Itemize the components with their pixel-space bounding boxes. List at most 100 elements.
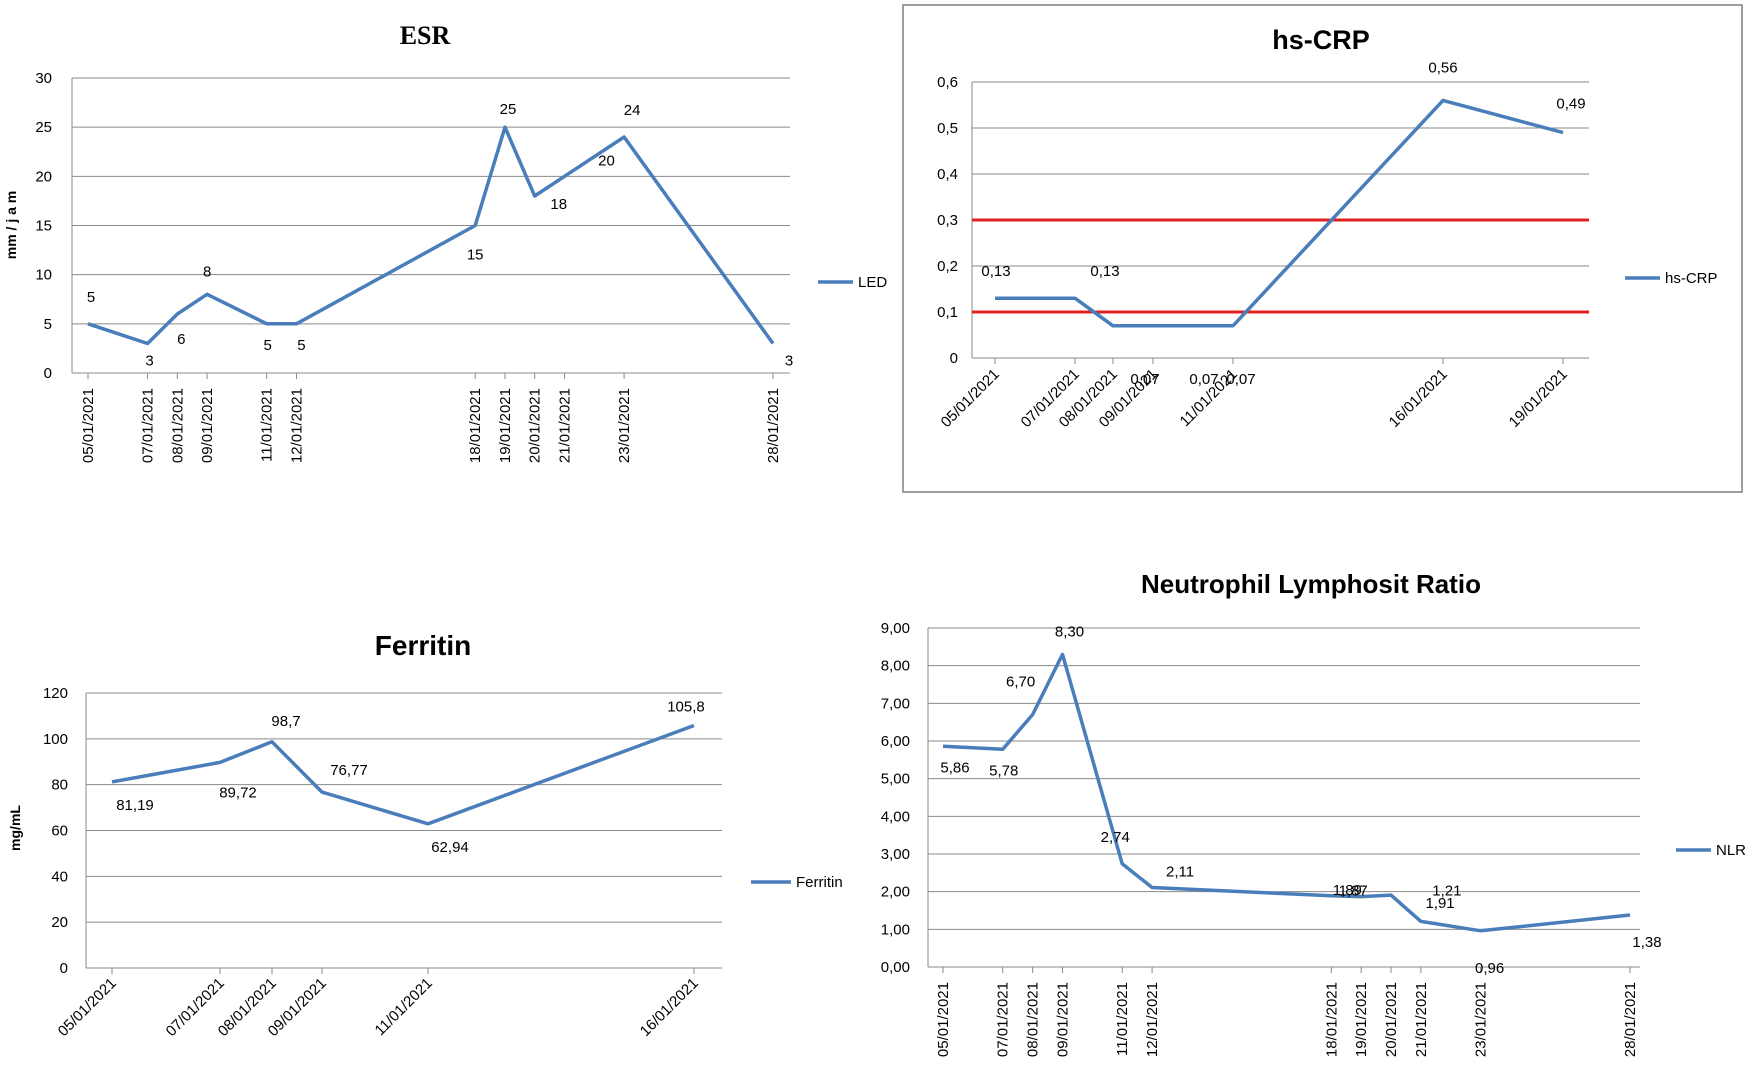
data-label: 1,21: [1432, 882, 1461, 899]
y-tick-label: 120: [43, 685, 68, 702]
x-tick-label: 09/01/2021: [199, 388, 216, 463]
y-tick-label: 0,1: [937, 304, 958, 321]
series-line: [87, 125, 775, 346]
y-tick-label: 8,00: [881, 658, 910, 675]
chart-title: Ferritin: [375, 630, 471, 661]
data-label: 0,96: [1475, 960, 1504, 977]
x-tick-label: 12/01/2021: [288, 388, 305, 463]
x-tick-label: 16/01/2021: [1386, 366, 1451, 431]
y-tick-label: 20: [35, 168, 52, 185]
y-tick-label: 100: [43, 731, 68, 748]
legend-label: Ferritin: [796, 874, 843, 891]
x-tick-label: 05/01/2021: [55, 975, 120, 1040]
y-tick-label: 0: [44, 365, 52, 382]
data-label: 0,07: [1226, 371, 1255, 388]
y-tick-label: 5: [44, 316, 52, 333]
y-tick-label: 25: [35, 119, 52, 136]
data-label: 1,89: [1333, 882, 1362, 899]
data-label: 5,86: [940, 759, 969, 776]
y-axis-title: mg/mL: [7, 805, 23, 851]
x-tick-label: 11/01/2021: [1114, 982, 1131, 1056]
chart-3: Neutrophil Lymphosit Ratio 0,00 1,00 2,00 3,…: [881, 569, 1746, 1057]
data-label: 24: [624, 102, 641, 119]
data-label: 0,07: [1130, 371, 1159, 388]
data-label: 0,56: [1428, 59, 1457, 76]
legend-label: hs-CRP: [1665, 270, 1718, 287]
y-tick-label: 0,6: [937, 74, 958, 91]
y-axis-title: mm / j a m: [3, 191, 19, 259]
x-tick-label: 20/01/2021: [1383, 982, 1400, 1057]
x-tick-label: 19/01/2021: [497, 388, 514, 463]
x-tick-label: 08/01/2021: [1025, 982, 1042, 1057]
y-tick-label: 6,00: [881, 733, 910, 750]
data-label: 1,87: [1339, 883, 1368, 900]
x-tick-label: 19/01/2021: [1353, 982, 1370, 1057]
x-tick-label: 19/01/2021: [1506, 366, 1571, 431]
y-tick-label: 60: [51, 823, 68, 840]
chart-title: Neutrophil Lymphosit Ratio: [1141, 569, 1481, 599]
series-line: [995, 98, 1564, 328]
y-tick-label: 5,00: [881, 771, 910, 788]
x-tick-label: 21/01/2021: [557, 388, 574, 463]
x-tick-label: 07/01/2021: [995, 982, 1012, 1057]
data-label: 1,91: [1425, 895, 1454, 912]
data-label: 5: [297, 337, 305, 354]
data-label: 0,13: [981, 263, 1010, 280]
chart-title: hs-CRP: [1272, 25, 1370, 55]
data-label: 3: [145, 353, 153, 370]
x-tick-label: 18/01/2021: [1323, 982, 1340, 1057]
chart-title: ESR: [400, 21, 451, 50]
data-label: 5: [87, 289, 95, 306]
data-label: 18: [550, 196, 567, 213]
y-tick-label: 0: [950, 350, 958, 367]
data-label: 0,07: [1189, 371, 1218, 388]
data-label: 3: [785, 353, 793, 370]
y-tick-label: 15: [35, 218, 52, 235]
x-tick-label: 28/01/2021: [1622, 982, 1639, 1057]
x-tick-label: 11/01/2021: [372, 975, 436, 1039]
data-label: 105,8: [667, 699, 705, 716]
y-tick-label: 0: [60, 960, 68, 977]
data-label: 81,19: [116, 797, 154, 814]
chart-0: ESR 0 5 10 15 20 25 30 05/01/2021 07/01/2021 08/01…: [3, 21, 887, 463]
legend-label: NLR: [1716, 842, 1746, 859]
data-label: 20: [598, 152, 615, 169]
x-tick-label: 05/01/2021: [938, 366, 1003, 431]
y-tick-label: 1,00: [881, 921, 910, 938]
y-tick-label: 0,4: [937, 166, 958, 183]
y-tick-label: 0,5: [937, 120, 958, 137]
y-tick-label: 7,00: [881, 695, 910, 712]
data-label: 6,70: [1006, 674, 1035, 691]
y-tick-label: 2,00: [881, 884, 910, 901]
x-tick-label: 20/01/2021: [527, 388, 544, 463]
x-tick-label: 07/01/2021: [140, 388, 157, 463]
data-label: 98,7: [271, 713, 300, 730]
data-label: 15: [467, 247, 484, 264]
y-tick-label: 3,00: [881, 846, 910, 863]
data-label: 2,11: [1166, 864, 1194, 881]
y-tick-label: 0,00: [881, 959, 910, 976]
data-label: 0,13: [1090, 263, 1119, 280]
y-tick-label: 10: [35, 267, 52, 284]
x-tick-label: 23/01/2021: [1473, 982, 1490, 1057]
data-label: 6: [177, 331, 185, 348]
y-tick-label: 20: [51, 914, 68, 931]
x-tick-label: 12/01/2021: [1144, 982, 1161, 1057]
legend-label: LED: [858, 274, 887, 291]
data-label: 25: [500, 101, 517, 118]
data-label: 2,74: [1101, 829, 1130, 846]
chart-frame: [902, 4, 1743, 493]
data-label: 76,77: [330, 762, 368, 779]
x-tick-label: 21/01/2021: [1413, 982, 1430, 1057]
x-tick-label: 23/01/2021: [616, 388, 633, 463]
x-tick-label: 11/01/2021: [259, 388, 276, 462]
data-label: 8: [203, 263, 211, 280]
x-tick-label: 08/01/2021: [169, 388, 186, 463]
x-tick-label: 16/01/2021: [637, 975, 702, 1040]
data-label: 5,78: [989, 762, 1018, 779]
data-label: 89,72: [219, 784, 257, 801]
x-tick-label: 05/01/2021: [935, 982, 952, 1057]
y-tick-label: 9,00: [881, 620, 910, 637]
